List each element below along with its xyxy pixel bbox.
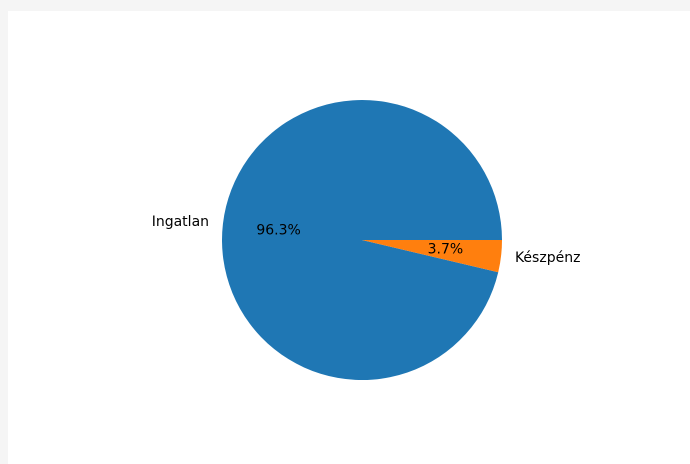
chart-figure: Ingatlan 96.3% Készpénz 3.7% <box>8 11 690 464</box>
slice-label-keszpenz: Készpénz <box>515 250 580 266</box>
pie-slice-keszpenz <box>362 240 502 273</box>
slice-percent-keszpenz: 3.7% <box>428 242 464 258</box>
pie-labels: Ingatlan 96.3% Készpénz 3.7% <box>152 214 581 266</box>
slice-percent-ingatlan: 96.3% <box>256 222 300 238</box>
pie-slices <box>221 99 503 380</box>
pie-chart: Ingatlan 96.3% Készpénz 3.7% <box>152 99 581 380</box>
slice-label-ingatlan: Ingatlan <box>152 214 209 230</box>
